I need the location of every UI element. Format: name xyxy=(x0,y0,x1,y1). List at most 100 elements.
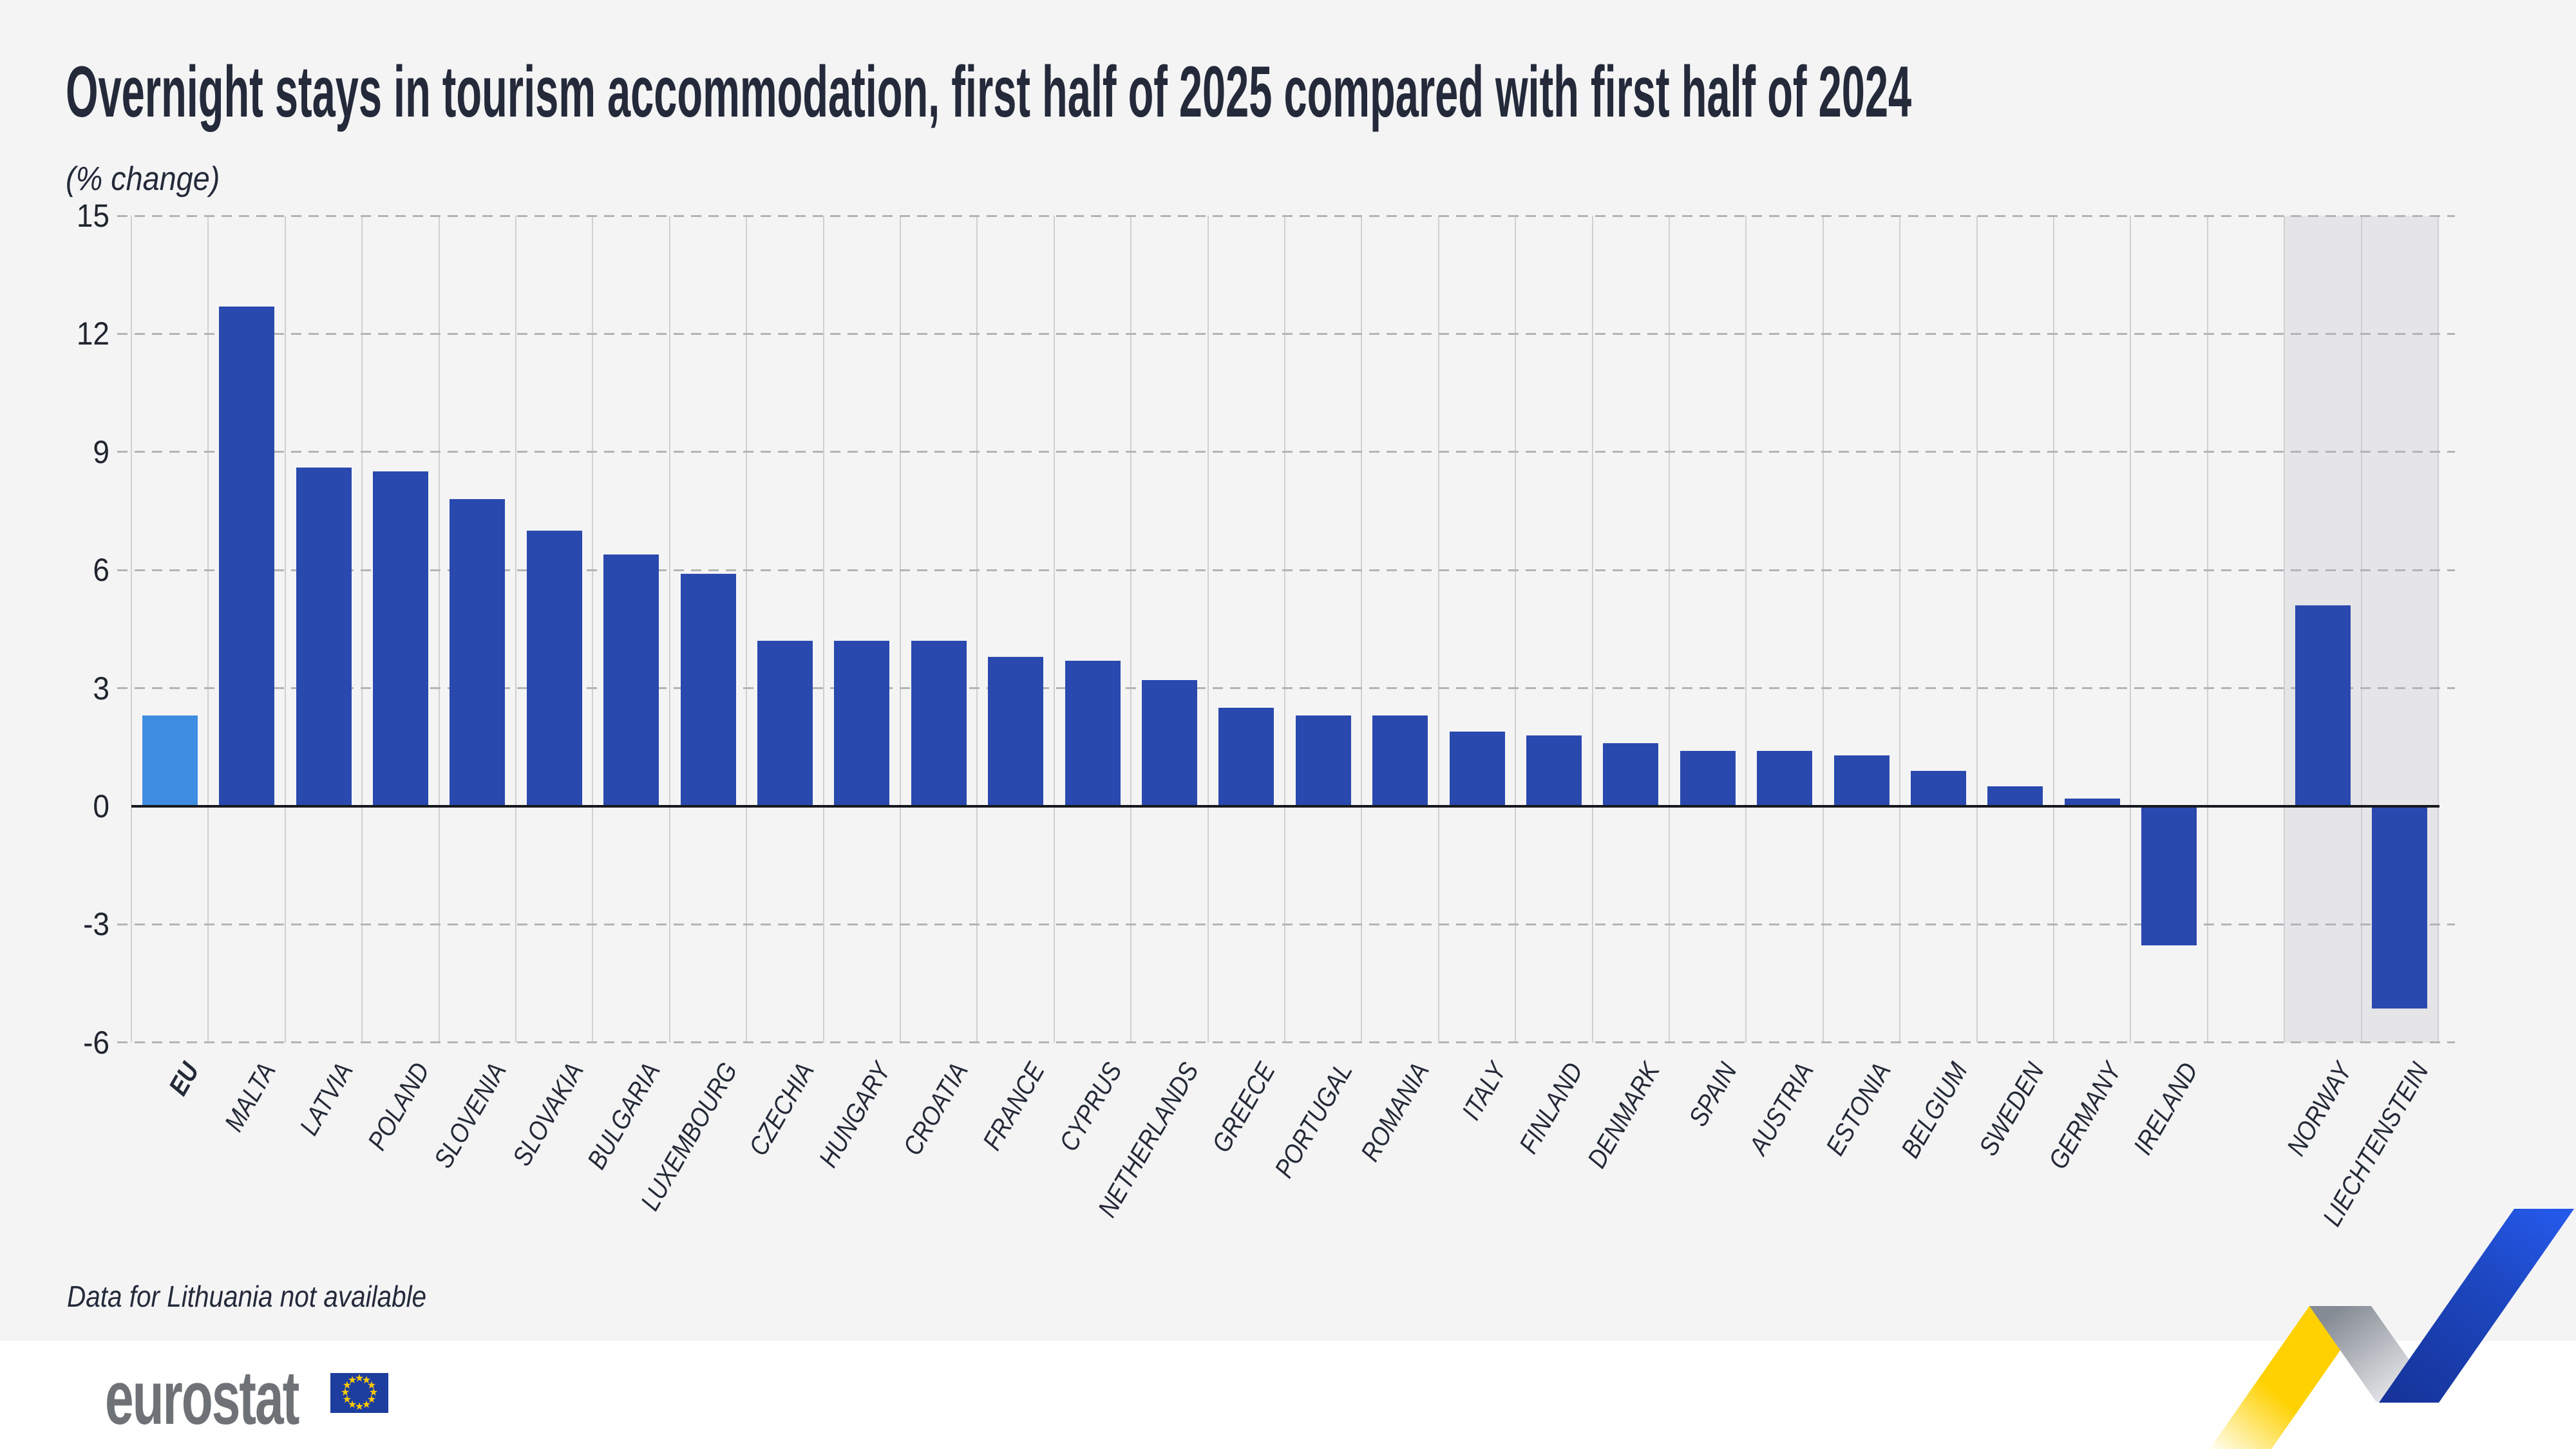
bar-AUSTRIA xyxy=(1757,751,1813,806)
x-axis-label-GERMANY: GERMANY xyxy=(2042,1057,2127,1174)
bar-CYPRUS xyxy=(1065,660,1121,806)
column-gridline xyxy=(1745,216,1747,1043)
chart-title: Overnight stays in tourism accommodation… xyxy=(66,52,1912,132)
eu-flag-star-icon: ★ xyxy=(347,1399,357,1411)
bar-FINLAND xyxy=(1526,735,1582,806)
column-gridline xyxy=(668,216,670,1043)
x-axis-label-SLOVAKIA: SLOVAKIA xyxy=(506,1057,589,1171)
x-axis-label-BULGARIA: BULGARIA xyxy=(581,1057,666,1175)
column-gridline xyxy=(1361,216,1363,1043)
x-axis-label-ESTONIA: ESTONIA xyxy=(1819,1057,1897,1160)
x-axis-label-NORWAY: NORWAY xyxy=(2280,1057,2358,1161)
eu-flag-star-icon: ★ xyxy=(347,1374,357,1386)
eu-flag-star-icon: ★ xyxy=(342,1394,352,1405)
bar-ITALY xyxy=(1449,731,1505,806)
column-gridline xyxy=(1976,216,1978,1043)
eu-flag-star-icon: ★ xyxy=(366,1380,377,1391)
x-axis-label-SPAIN: SPAIN xyxy=(1682,1057,1743,1132)
column-gridline xyxy=(2438,216,2439,1043)
y-gridline xyxy=(117,923,2455,925)
y-gridline xyxy=(117,1041,2455,1044)
column-gridline xyxy=(2053,216,2054,1043)
zero-axis-line xyxy=(131,804,2439,808)
bar-SPAIN xyxy=(1680,751,1736,806)
x-axis-label-FRANCE: FRANCE xyxy=(976,1057,1050,1155)
y-axis-tick-label: 9 xyxy=(93,433,109,470)
bar-CZECHIA xyxy=(757,641,813,806)
column-gridline xyxy=(1207,216,1209,1043)
eu-flag-star-icon: ★ xyxy=(368,1387,379,1398)
x-axis-label-MALTA: MALTA xyxy=(218,1057,281,1137)
bar-GREECE xyxy=(1218,708,1274,806)
x-axis-label-BELGIUM: BELGIUM xyxy=(1895,1057,1973,1163)
column-gridline xyxy=(2360,216,2362,1043)
bar-NETHERLANDS xyxy=(1141,680,1197,806)
x-axis-label-ITALY: ITALY xyxy=(1455,1057,1512,1125)
y-axis-tick-label: 12 xyxy=(76,316,109,352)
x-axis-label-CYPRUS: CYPRUS xyxy=(1053,1057,1128,1157)
bar-PORTUGAL xyxy=(1295,715,1351,806)
x-axis-label-FINLAND: FINLAND xyxy=(1513,1057,1589,1159)
x-axis-label-EU: EU xyxy=(162,1057,205,1101)
column-gridline xyxy=(900,216,901,1043)
y-gridline xyxy=(117,332,2455,335)
bar-LATVIA xyxy=(296,468,352,806)
y-axis-tick-label: -3 xyxy=(83,906,109,943)
column-gridline xyxy=(1053,216,1055,1043)
eu-flag-star-icon: ★ xyxy=(361,1399,372,1411)
x-axis-label-LATVIA: LATVIA xyxy=(293,1057,359,1141)
bar-FRANCE xyxy=(988,656,1044,806)
x-axis-label-HUNGARY: HUNGARY xyxy=(813,1057,897,1173)
column-gridline xyxy=(1822,216,1824,1043)
bar-GERMANY xyxy=(2064,798,2120,806)
eu-flag-star-icon: ★ xyxy=(354,1401,365,1412)
column-gridline xyxy=(2284,216,2286,1043)
bar-MALTA xyxy=(219,306,275,806)
y-axis-tick-label: 0 xyxy=(93,788,109,824)
column-gridline xyxy=(1284,216,1285,1043)
x-axis-label-ROMANIA: ROMANIA xyxy=(1354,1057,1435,1166)
footnote: Data for Lithuania not available xyxy=(67,1280,427,1313)
bar-SWEDEN xyxy=(1987,786,2043,806)
column-gridline xyxy=(284,216,286,1043)
x-axis-label-CROATIA: CROATIA xyxy=(896,1057,974,1160)
column-gridline xyxy=(592,216,594,1043)
bar-BULGARIA xyxy=(603,554,659,806)
x-axis-label-SWEDEN: SWEDEN xyxy=(1973,1057,2050,1161)
bar-SLOVAKIA xyxy=(526,531,582,806)
column-gridline xyxy=(822,216,824,1043)
bar-ROMANIA xyxy=(1372,715,1428,806)
column-gridline xyxy=(1669,216,1670,1043)
column-gridline xyxy=(746,216,748,1043)
chart-subtitle: (% change) xyxy=(66,160,220,198)
eu-flag-star-icon: ★ xyxy=(354,1373,365,1384)
column-gridline xyxy=(515,216,516,1043)
bar-LUXEMBOURG xyxy=(680,574,736,806)
column-gridline xyxy=(1899,216,1901,1043)
column-gridline xyxy=(2130,216,2132,1043)
bar-POLAND xyxy=(372,471,428,806)
x-axis-label-GREECE: GREECE xyxy=(1206,1057,1282,1157)
eu-flag-star-icon: ★ xyxy=(342,1380,352,1391)
y-axis-tick-label: 3 xyxy=(93,670,109,706)
y-gridline xyxy=(117,451,2455,453)
y-gridline xyxy=(117,569,2455,571)
bar-EU xyxy=(142,715,198,806)
column-gridline xyxy=(2206,216,2208,1043)
bar-LIECHTENSTEIN xyxy=(2372,808,2428,1009)
column-gridline xyxy=(1130,216,1132,1043)
x-axis-label-PORTUGAL: PORTUGAL xyxy=(1268,1057,1358,1183)
x-axis-label-DENMARK: DENMARK xyxy=(1582,1057,1666,1173)
bar-NORWAY xyxy=(2295,605,2351,806)
bar-CROATIA xyxy=(911,641,967,806)
x-axis-label-POLAND: POLAND xyxy=(361,1057,435,1155)
x-axis-label-SLOVENIA: SLOVENIA xyxy=(428,1057,513,1173)
footer-band xyxy=(0,1341,2576,1449)
column-gridline xyxy=(361,216,363,1043)
bar-BELGIUM xyxy=(1910,770,1966,806)
bar-DENMARK xyxy=(1603,743,1659,806)
eu-flag-star-icon: ★ xyxy=(340,1387,350,1398)
eu-flag-icon: ★ ★ ★ ★ ★ ★ ★ ★ ★ ★ ★ ★ xyxy=(330,1373,388,1413)
eu-flag-star-icon: ★ xyxy=(361,1374,372,1386)
